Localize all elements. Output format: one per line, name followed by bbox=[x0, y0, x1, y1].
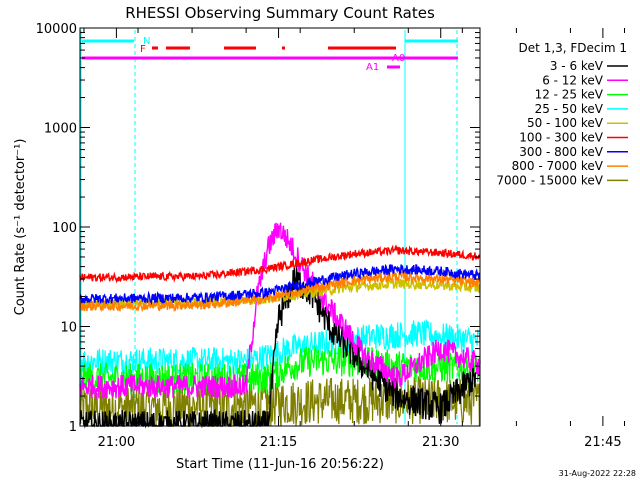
flag-label-a0: A0 bbox=[392, 53, 405, 64]
series-line-6 bbox=[79, 263, 481, 306]
y-tick-label: 1 bbox=[69, 420, 77, 435]
y-tick-label: 100 bbox=[52, 221, 77, 236]
y-tick-label: 10000 bbox=[36, 22, 77, 37]
y-tick-label: 10 bbox=[60, 321, 77, 336]
series-layer bbox=[79, 222, 481, 429]
legend-label: 25 - 50 keV bbox=[535, 102, 604, 116]
legend-label: 12 - 25 keV bbox=[535, 88, 604, 102]
legend-label: 100 - 300 keV bbox=[519, 131, 603, 145]
legend-label: 300 - 800 keV bbox=[519, 145, 603, 159]
x-axis-label: Start Time (11-Jun-16 20:56:22) bbox=[176, 457, 384, 472]
legend-label: 50 - 100 keV bbox=[527, 116, 604, 130]
chart-title: RHESSI Observing Summary Count Rates bbox=[125, 4, 435, 22]
legend-label: 6 - 12 keV bbox=[542, 73, 604, 87]
flag-label-f: F bbox=[140, 44, 146, 55]
y-tick-label: 1000 bbox=[44, 122, 77, 137]
footer-date: 31-Aug-2022 22:28 bbox=[559, 469, 636, 478]
flag-label-n: N bbox=[143, 36, 150, 47]
series-line-7 bbox=[79, 269, 481, 313]
series-line-1 bbox=[79, 222, 481, 401]
flag-label-a1: A1 bbox=[366, 62, 379, 73]
series-line-5 bbox=[79, 244, 481, 284]
x-tick-label: 21:00 bbox=[98, 435, 135, 450]
x-tick-label: 21:15 bbox=[260, 435, 297, 450]
legend-label: 800 - 7000 keV bbox=[512, 159, 604, 173]
axes: 11010010001000021:0021:1521:3021:4522:00… bbox=[36, 22, 626, 450]
legend-title: Det 1,3, FDecim 1 bbox=[519, 41, 627, 55]
legend-label: 3 - 6 keV bbox=[550, 59, 604, 73]
series-line-3 bbox=[79, 318, 481, 377]
flag-bars: NF A0 A1 bbox=[80, 30, 458, 424]
y-axis-label: Count Rate (s⁻¹ detector⁻¹) bbox=[13, 139, 28, 316]
x-tick-label: 21:45 bbox=[584, 435, 621, 450]
x-tick-label: 21:30 bbox=[422, 435, 459, 450]
legend-label: 7000 - 15000 keV bbox=[496, 173, 603, 187]
